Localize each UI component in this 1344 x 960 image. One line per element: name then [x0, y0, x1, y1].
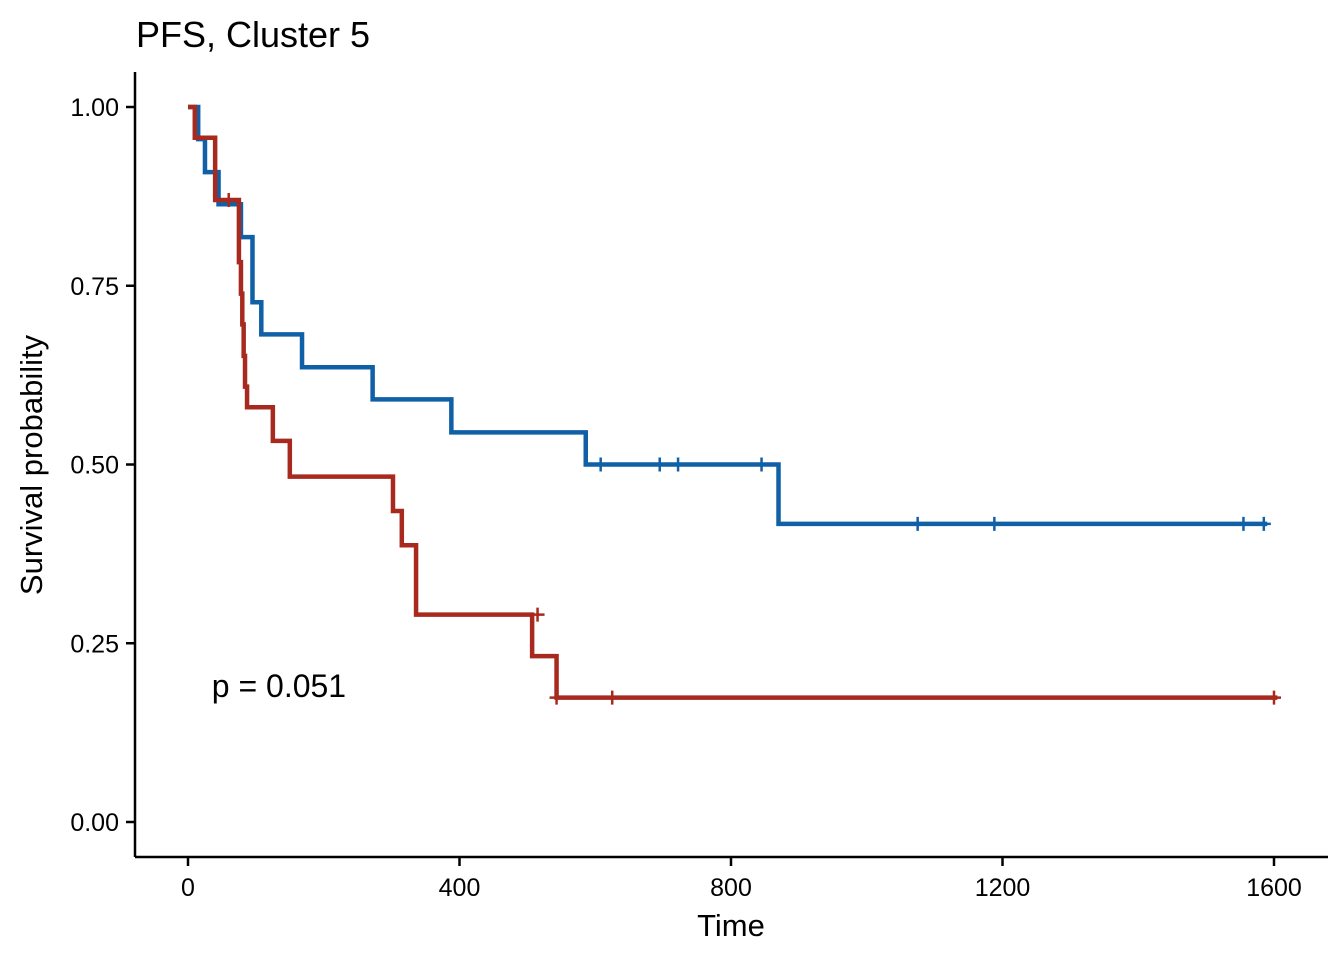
series-layer: [188, 104, 1281, 705]
y-tick-label: 0.25: [70, 630, 119, 658]
survival-curve-1: [188, 104, 1268, 527]
y-tick-label: 1.00: [70, 94, 119, 122]
y-axis-title: Survival probability: [14, 334, 49, 595]
censor-mark: [987, 516, 1002, 531]
censor-mark: [652, 457, 667, 472]
censor-mark: [530, 607, 545, 622]
chart-title: PFS, Cluster 5: [136, 14, 370, 55]
x-tick-label: 400: [439, 874, 481, 902]
censor-mark: [1256, 516, 1271, 531]
censor-mark: [1267, 690, 1281, 705]
y-tick-label: 0.00: [70, 809, 119, 837]
censor-mark: [671, 457, 686, 472]
x-tick-label: 0: [181, 874, 195, 902]
censor-mark: [1236, 516, 1251, 531]
survival-curve-2: [188, 104, 1278, 700]
y-tick-label: 0.50: [70, 452, 119, 480]
y-ticks: 0.00 0.25 0.50 0.75 1.00: [70, 94, 135, 837]
censor-mark: [605, 690, 620, 705]
p-value-annotation: p = 0.051: [212, 668, 346, 704]
x-tick-label: 1600: [1246, 874, 1302, 902]
censor-mark: [754, 457, 769, 472]
censor-mark: [549, 690, 564, 705]
y-tick-label: 0.75: [70, 273, 119, 301]
x-tick-label: 1200: [975, 874, 1031, 902]
x-ticks: 0 400 800 1200 1600: [181, 857, 1302, 902]
censor-mark: [910, 516, 925, 531]
censor-mark: [221, 192, 236, 207]
x-axis-title: Time: [697, 908, 765, 943]
x-tick-label: 800: [710, 874, 752, 902]
censor-mark: [593, 457, 608, 472]
